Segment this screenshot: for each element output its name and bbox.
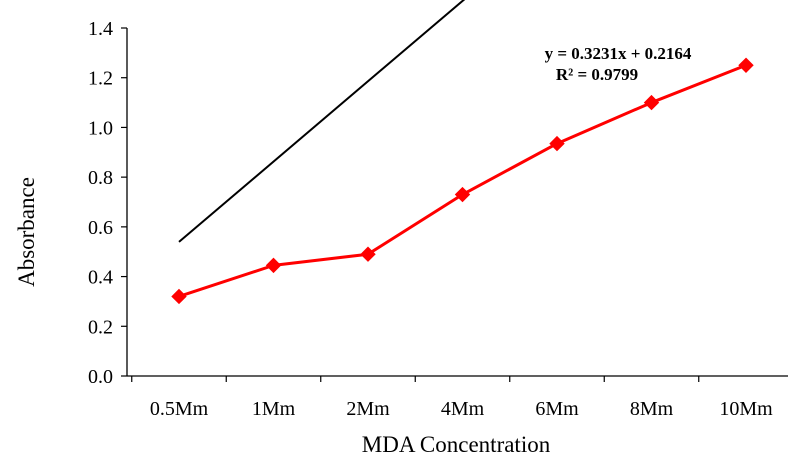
data-point-marker [643, 94, 660, 111]
x-tick-label: 10Mm [719, 398, 773, 420]
x-axis: 0.5Mm 1Mm 2Mm 4Mm 6Mm 8Mm 10Mm [127, 375, 788, 420]
y-tick-label: 0.4 [88, 267, 113, 289]
x-tick-label: 1Mm [252, 398, 296, 420]
y-tick-label: 1.0 [88, 117, 113, 139]
y-tick-label: 0.6 [88, 217, 113, 239]
y-tick-label: 0.2 [88, 316, 113, 338]
data-point-marker [360, 246, 376, 262]
x-tick-label: 8Mm [630, 398, 674, 420]
plot-area [171, 0, 754, 305]
x-tick-label: 0.5Mm [150, 398, 209, 420]
x-axis-title: MDA Concentration [362, 432, 551, 457]
y-tick-label: 1.4 [88, 18, 113, 40]
y-axis-title: Absorbance [14, 177, 39, 287]
data-point-marker [265, 257, 282, 274]
data-point-marker [454, 186, 471, 203]
series-line [178, 63, 747, 298]
trendline [178, 0, 466, 243]
y-tick-label: 0.0 [88, 366, 113, 388]
y-tick-label: 0.8 [88, 167, 113, 189]
data-point-marker [738, 57, 754, 73]
trendline-r-squared: R² = 0.9799 [556, 65, 638, 84]
x-tick-label: 2Mm [346, 398, 390, 420]
trendline-equation: y = 0.3231x + 0.2164 [545, 44, 692, 63]
y-tick-label: 1.2 [88, 68, 113, 90]
x-tick-label: 6Mm [535, 398, 579, 420]
data-point-marker [171, 288, 187, 305]
x-tick-label: 4Mm [441, 398, 485, 420]
data-point-marker [549, 135, 565, 152]
y-axis: 0.0 0.2 0.4 0.6 0.8 1.0 1.2 1.4 [88, 18, 128, 388]
